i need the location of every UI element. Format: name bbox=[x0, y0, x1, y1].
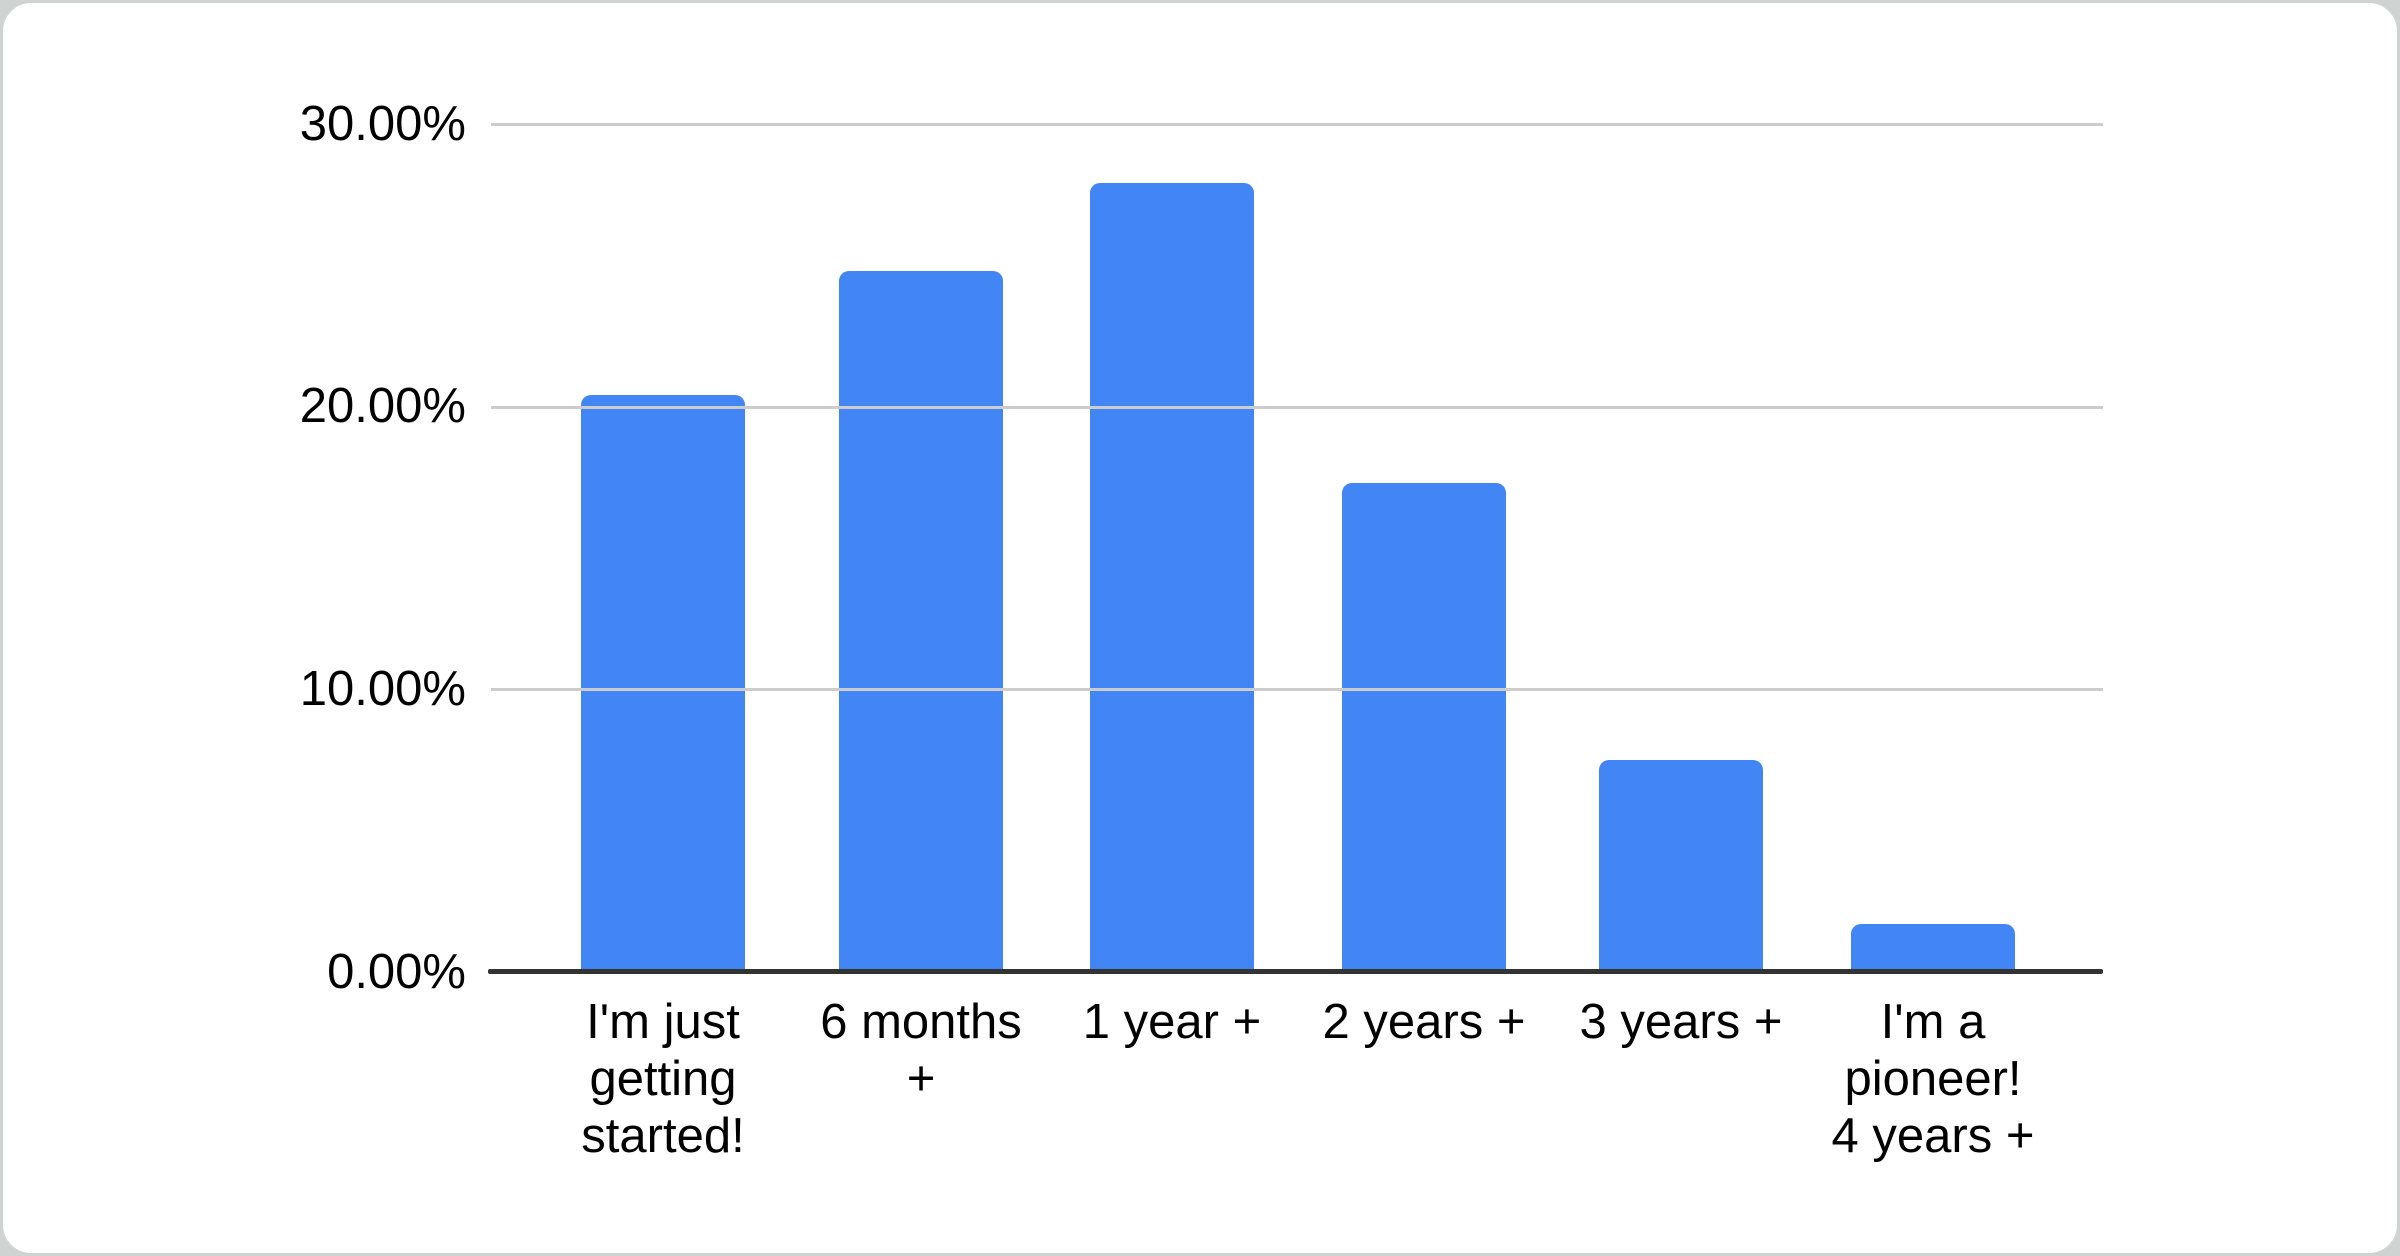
y-tick-label: 10.00% bbox=[299, 662, 466, 716]
x-axis-label-4: 2 years + bbox=[1322, 995, 1526, 1049]
y-tick-label: 20.00% bbox=[299, 379, 466, 433]
bar-5[interactable] bbox=[1599, 760, 1763, 972]
x-axis-line bbox=[488, 969, 2103, 974]
x-axis-label-1: I'm just getting started! bbox=[581, 995, 745, 1163]
bar-2[interactable] bbox=[839, 270, 1003, 972]
x-axis-label-6: I'm a pioneer! 4 years + bbox=[1831, 995, 2035, 1163]
chart-card: 30.00% 20.00% 10.00% 0.00% I'm just getting… bbox=[3, 3, 2397, 1253]
gridline-30 bbox=[491, 123, 2103, 126]
bar-4[interactable] bbox=[1342, 482, 1506, 972]
y-tick-label: 30.00% bbox=[299, 97, 466, 151]
y-tick-label: 0.00% bbox=[327, 945, 466, 999]
bar-6[interactable] bbox=[1851, 923, 2015, 972]
bar-3[interactable] bbox=[1090, 183, 1254, 972]
gridline-20 bbox=[491, 405, 2103, 409]
x-axis-label-3: 1 year + bbox=[1082, 995, 1262, 1049]
gridline-10 bbox=[491, 688, 2103, 692]
x-axis-label-2: 6 months + bbox=[820, 995, 1022, 1106]
x-axis-label-5: 3 years + bbox=[1579, 995, 1783, 1049]
bar-1[interactable] bbox=[581, 395, 745, 972]
